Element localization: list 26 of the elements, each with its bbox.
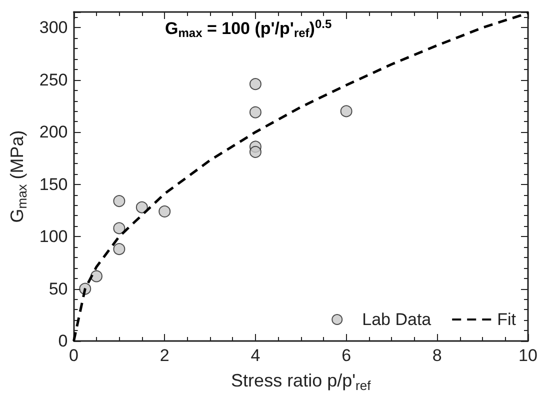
- x-tick-label: 10: [518, 346, 538, 365]
- y-tick-label: 250: [39, 70, 68, 90]
- y-tick-label: 50: [48, 279, 68, 298]
- line-series: [72, 12, 530, 342]
- point: [90, 270, 102, 282]
- y-tick-label: 200: [39, 122, 68, 142]
- point: [113, 222, 126, 234]
- y-tick-label: 0: [58, 332, 68, 350]
- point: [113, 195, 126, 208]
- y-tick-label: 100: [39, 227, 68, 246]
- x-tick-label: 6: [342, 346, 352, 365]
- y-tick-label: 300: [39, 18, 68, 38]
- x-tick-label: 2: [160, 346, 170, 365]
- point: [249, 106, 262, 118]
- x-tick-label: 4: [250, 346, 260, 365]
- legend-label: Fit: [497, 310, 516, 329]
- x-tick-label: 8: [432, 346, 442, 365]
- point: [249, 146, 262, 158]
- point: [158, 205, 171, 218]
- legend-label: Lab Data: [362, 310, 432, 329]
- point: [340, 105, 352, 118]
- point: [249, 78, 262, 90]
- y-axis-title: Gmax (MPa): [7, 130, 30, 223]
- y-tick-label: 150: [39, 174, 68, 194]
- point: [136, 201, 148, 214]
- point: [113, 243, 126, 256]
